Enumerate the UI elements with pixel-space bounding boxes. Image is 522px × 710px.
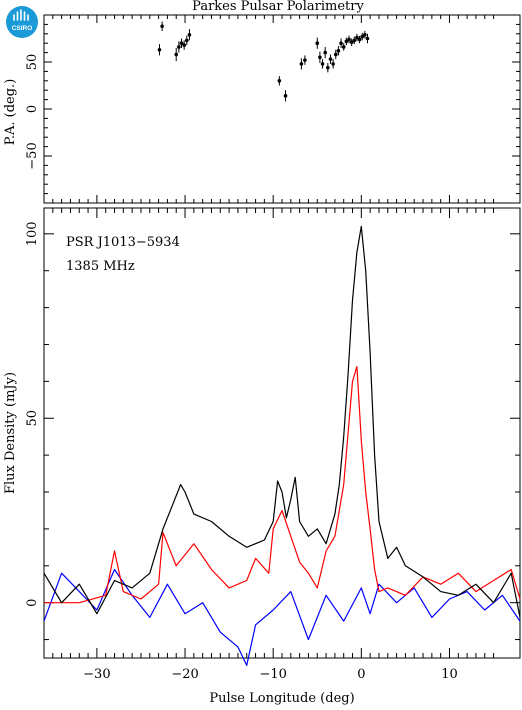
flux-y-tick-label: 100 — [25, 221, 40, 246]
flux-x-tick-label: 0 — [357, 667, 365, 682]
pa-point — [360, 32, 365, 41]
pa-point — [349, 38, 354, 47]
pa-point — [160, 21, 164, 31]
pa-point — [355, 33, 359, 42]
series-line-circular-polarization — [43, 568, 521, 667]
pa-point — [179, 38, 184, 48]
pa-point — [299, 58, 304, 70]
position-angle-panel: −50 0 50 P.A. (deg.) — [3, 14, 521, 204]
pa-point — [185, 35, 189, 46]
pa-point — [315, 37, 320, 49]
pa-point — [352, 36, 357, 45]
pa-point — [341, 43, 346, 51]
frequency-annotation: 1385 MHz — [66, 259, 135, 274]
flux-y-axis-label: Flux Density (mJy) — [3, 372, 18, 494]
pa-point — [363, 30, 367, 39]
pa-point — [283, 90, 288, 102]
pa-point — [331, 59, 335, 69]
pa-y-tick-labels: −50 0 50 — [25, 54, 40, 170]
pa-frame — [43, 14, 521, 204]
pa-y-tick-label: 50 — [25, 54, 40, 71]
flux-x-tick-label: −30 — [83, 667, 110, 682]
pa-point — [277, 76, 282, 86]
pa-point — [344, 37, 349, 46]
flux-y-tick-label: 50 — [25, 410, 40, 427]
pa-point — [174, 47, 179, 62]
pa-point — [333, 49, 338, 60]
flux-x-tick-label: −20 — [171, 667, 198, 682]
pa-y-axis-label: P.A. (deg.) — [3, 79, 18, 146]
pa-point — [347, 35, 351, 44]
flux-profile-panel: 0 50 100 −30 −20 −10 0 10 PSR J1013−5934 1385 … — [3, 207, 521, 706]
pa-point — [357, 35, 362, 44]
flux-frame — [43, 207, 521, 659]
flux-y-tick-labels: 0 50 100 — [25, 221, 40, 606]
pa-point — [318, 51, 322, 63]
flux-y-tick-label: 0 — [25, 599, 40, 607]
csiro-logo: CSIRO — [6, 6, 38, 38]
pa-point — [157, 44, 162, 56]
pa-point — [177, 41, 181, 53]
pa-point — [339, 38, 343, 48]
flux-x-tick-label: 10 — [441, 667, 458, 682]
pa-point — [187, 29, 192, 41]
series-line-total-intensity — [43, 225, 521, 618]
pa-point — [323, 46, 327, 59]
pa-point — [326, 62, 330, 73]
flux-series-lines — [43, 225, 521, 667]
series-line-linear-polarization — [44, 366, 521, 604]
pa-y-tick-label: −50 — [25, 142, 40, 169]
x-axis-label: Pulse Longitude (deg) — [209, 691, 354, 706]
pulsar-name-annotation: PSR J1013−5934 — [66, 235, 180, 250]
pa-point — [182, 40, 186, 50]
flux-axis-ticks — [44, 208, 520, 658]
pa-point — [303, 55, 307, 65]
flux-x-tick-labels: −30 −20 −10 0 10 — [83, 667, 458, 682]
pa-axis-ticks — [44, 14, 520, 204]
pa-point — [320, 59, 325, 69]
pa-point — [365, 33, 370, 44]
pa-point — [328, 54, 333, 64]
pa-point — [336, 46, 341, 56]
csiro-logo-text: CSIRO — [12, 25, 33, 32]
pa-y-tick-label: 0 — [25, 105, 40, 113]
flux-x-tick-label: −10 — [259, 667, 286, 682]
figure-title: Parkes Pulsar Polarimetry — [192, 0, 364, 14]
pa-data-points — [157, 21, 370, 102]
